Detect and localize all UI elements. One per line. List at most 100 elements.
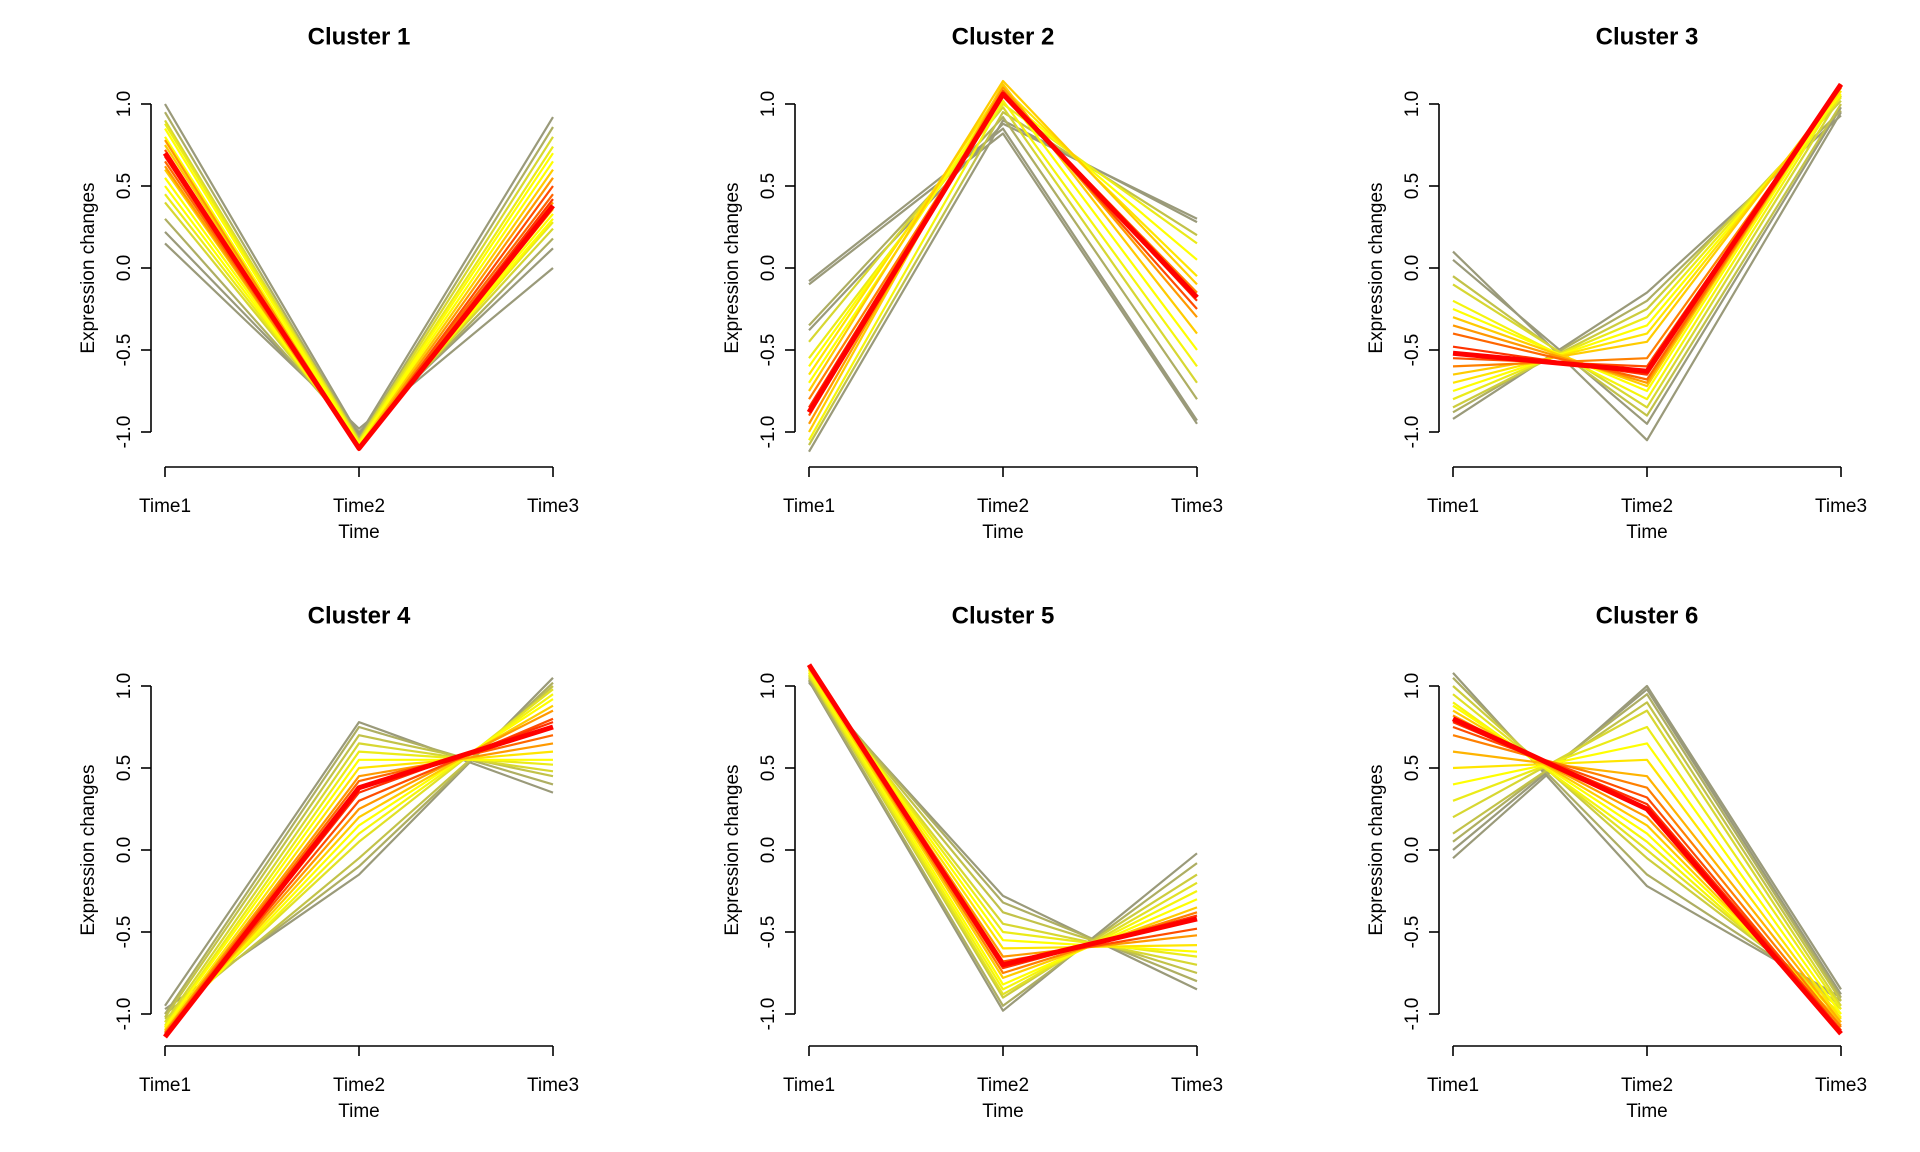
y-tick-label: -1.0 [758,998,779,1031]
y-axis: -1.0 -0.5 0.0 0.5 1.0 Expression changes [722,673,796,1031]
highlight-profile-line [1452,82,1844,374]
y-tick-label: -0.5 [1402,916,1423,949]
profile-line [808,677,1198,975]
x-tick-label: Time3 [1815,1075,1867,1096]
profile-line [1452,87,1842,393]
profile-line [1452,684,1842,990]
x-tick-label: Time3 [527,1075,579,1096]
profile-line [808,111,1198,446]
y-axis: -1.0 -0.5 0.0 0.5 1.0 Expression changes [1366,673,1440,1031]
x-axis-label: Time [1626,522,1668,543]
y-tick-label: -0.5 [114,916,135,949]
y-tick-label: 1.0 [758,91,779,117]
x-axis-label: Time [1626,1101,1668,1122]
x-axis: Time1 Time2 Time3 Time [139,1045,579,1122]
profile-line [1452,701,1842,1002]
profile-line [808,115,1198,400]
panel-title: Cluster 5 [952,602,1055,629]
profile-lines [806,663,1198,1012]
profile-line [808,106,1198,384]
y-tick-label: -1.0 [114,998,135,1031]
y-axis-label: Expression changes [722,182,743,353]
cluster-panel-4: Cluster 4 -1.0 -0.5 0.0 0.5 1.0 Expression cha… [78,602,579,1122]
cluster-panel-5: Cluster 5 -1.0 -0.5 0.0 0.5 1.0 Expression cha… [722,602,1223,1122]
profile-line [164,742,554,1033]
profile-lines [1452,82,1844,442]
profile-line [164,734,554,1035]
y-tick-label: 0.0 [114,837,135,863]
profile-line [164,242,554,430]
profile-line [164,742,554,1023]
profile-line [808,86,1198,425]
y-tick-label: -1.0 [758,416,779,449]
profile-line [164,725,554,1015]
cluster-panel-3: Cluster 3 -1.0 -0.5 0.0 0.5 1.0 Expression cha… [1366,23,1867,543]
profile-line [1452,742,1842,1015]
x-tick-label: Time1 [139,496,191,517]
x-axis: Time1 Time2 Time3 Time [783,466,1223,543]
x-axis-label: Time [338,522,380,543]
y-tick-label: -1.0 [1402,998,1423,1031]
profile-line [164,758,553,1028]
profile-line [808,673,1198,996]
profile-line [164,720,554,1007]
highlight-profile-line [162,151,555,451]
x-tick-label: Time1 [783,1075,835,1096]
profile-line [1452,103,1842,417]
y-tick-label: 0.5 [1402,173,1423,199]
y-tick-label: 1.0 [1402,673,1423,699]
profile-line [164,144,554,448]
y-tick-label: 0.0 [1402,255,1423,281]
y-tick-label: 0.5 [1402,755,1423,781]
x-tick-label: Time1 [1427,1075,1479,1096]
x-tick-label: Time3 [527,496,579,517]
profile-line [808,669,1198,986]
x-axis: Time1 Time2 Time3 Time [139,466,579,543]
panel-title: Cluster 3 [1596,23,1699,50]
profile-line [164,704,554,1032]
profile-line [808,127,1198,422]
profile-lines [1451,672,1843,1036]
profile-line [1452,750,1842,1023]
y-tick-label: 0.0 [114,255,135,281]
y-axis: -1.0 -0.5 0.0 0.5 1.0 Expression changes [722,91,796,449]
profile-line [1452,90,1842,401]
profile-line [808,681,1198,991]
x-tick-label: Time3 [1171,496,1223,517]
y-tick-label: 1.0 [1402,91,1423,117]
highlight-profile-line [806,91,1199,414]
x-tick-label: Time2 [1621,496,1673,517]
profile-line [808,675,1198,999]
profile-line [164,231,554,434]
profile-lines [163,677,554,1039]
profile-lines [162,103,555,452]
profile-line [1452,95,1842,409]
x-tick-label: Time1 [1427,496,1479,517]
profile-line [808,102,1198,359]
panel-title: Cluster 4 [308,602,411,629]
y-tick-label: -0.5 [758,916,779,949]
y-tick-label: 0.5 [114,755,135,781]
highlight-profile-line [1451,716,1843,1036]
profile-line [1452,721,1842,1032]
profile-line [808,665,1198,975]
y-axis-label: Expression changes [78,764,99,935]
profile-line [1452,758,1842,1020]
profile-line [808,119,1198,453]
y-axis-label: Expression changes [1366,182,1387,353]
y-tick-label: 0.0 [758,255,779,281]
x-tick-label: Time2 [977,496,1029,517]
profile-line [808,680,1198,1012]
x-tick-label: Time2 [333,1075,385,1096]
profile-line [1452,83,1842,381]
cluster-panel-6: Cluster 6 -1.0 -0.5 0.0 0.5 1.0 Expression cha… [1366,602,1867,1122]
highlight-profile-line [806,663,1198,968]
profile-line [808,667,1198,980]
x-tick-label: Time3 [1815,496,1867,517]
profile-line [808,672,1198,991]
profile-line [808,670,1198,953]
profile-line [1452,734,1842,1028]
x-tick-label: Time1 [139,1075,191,1096]
y-axis: -1.0 -0.5 0.0 0.5 1.0 Expression changes [1366,91,1440,448]
